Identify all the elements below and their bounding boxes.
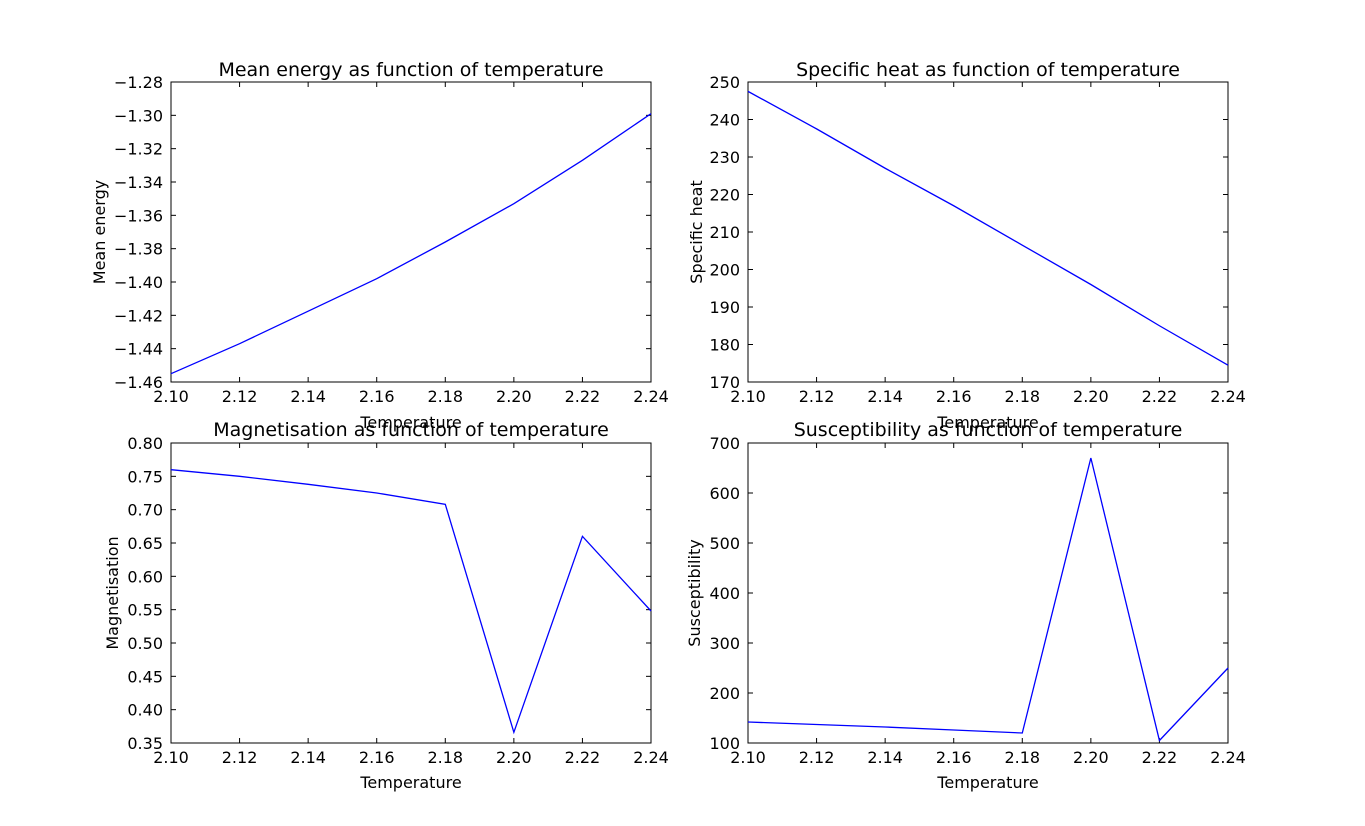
x-tick-label: 2.24 [633,748,669,767]
y-tick-label: −1.32 [114,140,163,159]
y-tick-label: 250 [709,73,740,92]
x-tick-label: 2.14 [867,387,903,406]
x-tick-label: 2.24 [1210,387,1246,406]
x-tick-label: 2.20 [496,387,532,406]
plot-area-frame [170,442,652,744]
x-tick-label: 2.22 [1142,748,1178,767]
y-tick-label: −1.34 [114,173,163,192]
y-tick-label: 600 [709,484,740,503]
y-axis-label: Magnetisation [103,536,122,649]
y-tick-label: 0.75 [127,467,163,486]
subplot-title: Specific heat as function of temperature [796,59,1180,81]
y-tick-label: 180 [709,336,740,355]
y-tick-label: −1.30 [114,106,163,125]
x-tick-label: 2.16 [359,748,395,767]
y-tick-label: 190 [709,298,740,317]
specific-heat-subplot: Specific heat as function of temperature… [687,59,1246,432]
y-tick-label: −1.40 [114,273,163,292]
y-tick-label: −1.28 [114,73,163,92]
x-tick-label: 2.18 [427,387,463,406]
y-tick-label: 0.45 [127,667,163,686]
x-tick-label: 2.18 [1004,748,1040,767]
x-tick-label: 2.18 [1004,387,1040,406]
y-tick-label: 0.55 [127,601,163,620]
x-tick-label: 2.24 [633,387,669,406]
x-tick-label: 2.14 [290,387,326,406]
y-tick-label: 200 [709,261,740,280]
y-tick-label: −1.36 [114,206,163,225]
y-tick-label: −1.46 [114,373,163,392]
x-axis-label: Temperature [359,413,461,432]
x-tick-label: 2.18 [427,748,463,767]
x-tick-label: 2.22 [565,387,601,406]
susceptibility-subplot: Susceptibility as function of temperatur… [685,419,1246,792]
x-tick-label: 2.12 [799,748,835,767]
x-tick-label: 2.10 [153,387,189,406]
x-tick-label: 2.14 [290,748,326,767]
y-tick-label: −1.42 [114,306,163,325]
x-tick-label: 2.16 [936,387,972,406]
plot-area-frame [170,81,652,383]
x-axis-label: Temperature [359,773,461,792]
x-tick-label: 2.12 [799,387,835,406]
susceptibility-line [747,457,1229,742]
x-tick-label: 2.20 [496,748,532,767]
y-tick-label: 700 [709,434,740,453]
subplot-title: Susceptibility as function of temperatur… [794,419,1183,441]
y-axis-label: Mean energy [90,180,109,284]
y-tick-label: 220 [709,186,740,205]
y-tick-label: 100 [709,734,740,753]
x-tick-label: 2.10 [730,748,766,767]
x-tick-label: 2.12 [222,748,258,767]
y-tick-label: −1.38 [114,240,163,259]
y-axis-label: Specific heat [687,180,706,283]
y-tick-label: 0.40 [127,701,163,720]
y-tick-label: 0.60 [127,567,163,586]
x-axis-label: Temperature [936,773,1038,792]
x-tick-label: 2.20 [1073,748,1109,767]
x-tick-label: 2.24 [1210,748,1246,767]
y-tick-label: 0.70 [127,501,163,520]
y-tick-label: −1.44 [114,340,163,359]
x-tick-label: 2.10 [730,387,766,406]
x-tick-label: 2.22 [1142,387,1178,406]
y-tick-label: 0.80 [127,434,163,453]
x-tick-label: 2.20 [1073,387,1109,406]
magnetisation-subplot: Magnetisation as function of temperature… [103,419,669,792]
y-tick-label: 240 [709,111,740,130]
tick-group: 2.10 2.12 2.14 2.16 2.18 2.20 2.22 2.24 100 200 30… [709,434,1245,767]
x-tick-label: 2.16 [936,748,972,767]
y-tick-label: 0.35 [127,734,163,753]
specific-heat-line [747,90,1229,366]
y-tick-label: 500 [709,534,740,553]
y-tick-label: 230 [709,148,740,167]
y-tick-label: 300 [709,634,740,653]
y-tick-label: 170 [709,373,740,392]
tick-group: 2.10 2.12 2.14 2.16 2.18 2.20 2.22 2.24 0.35 0.40… [127,434,668,767]
y-tick-label: 400 [709,584,740,603]
x-tick-label: 2.16 [359,387,395,406]
x-tick-label: 2.10 [153,748,189,767]
magnetisation-line [170,469,652,735]
subplot-title: Magnetisation as function of temperature [213,419,609,441]
subplot-title: Mean energy as function of temperature [218,59,603,81]
tick-group: 2.10 2.12 2.14 2.16 2.18 2.20 2.22 2.24 170 180 19… [709,73,1245,406]
y-tick-label: 210 [709,223,740,242]
y-tick-label: 0.65 [127,534,163,553]
y-tick-label: 0.50 [127,634,163,653]
x-axis-label: Temperature [936,413,1038,432]
mean-energy-subplot: Mean energy as function of temperature T… [90,59,669,432]
y-axis-label: Susceptibility [685,539,704,646]
x-tick-label: 2.12 [222,387,258,406]
x-tick-label: 2.14 [867,748,903,767]
y-tick-label: 200 [709,684,740,703]
tick-group: 2.10 2.12 2.14 2.16 2.18 2.20 2.22 2.24 −1.46 −1.… [114,73,669,406]
mean-energy-line [170,113,652,375]
x-tick-label: 2.22 [565,748,601,767]
